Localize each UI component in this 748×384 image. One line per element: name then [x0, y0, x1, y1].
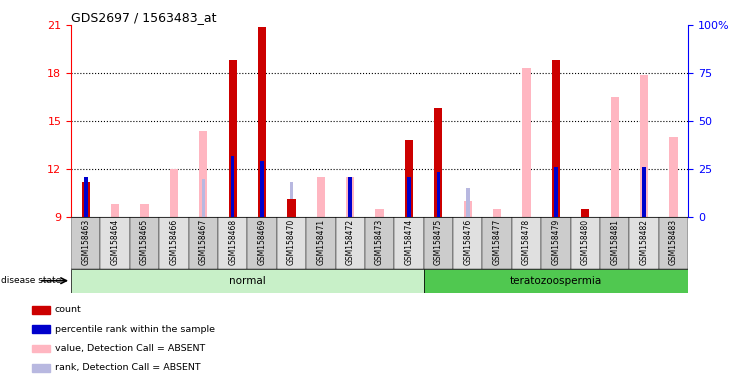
Bar [306, 217, 336, 269]
Bar [437, 198, 440, 217]
Text: GSM158475: GSM158475 [434, 218, 443, 265]
Text: GSM158472: GSM158472 [346, 218, 355, 265]
Bar [287, 201, 295, 217]
Bar [554, 167, 558, 217]
Bar [552, 60, 560, 217]
Bar [231, 156, 234, 217]
Bar [643, 175, 646, 217]
Bar [346, 177, 355, 217]
Bar [453, 217, 482, 269]
Bar [229, 60, 237, 217]
Bar [111, 204, 119, 217]
Bar [100, 217, 130, 269]
Bar [482, 217, 512, 269]
Bar [437, 172, 440, 217]
Bar [32, 364, 50, 372]
Bar [571, 217, 600, 269]
Bar [600, 217, 629, 269]
Bar [32, 344, 50, 353]
Bar [522, 68, 530, 217]
Bar [669, 137, 678, 217]
Text: GSM158483: GSM158483 [669, 218, 678, 265]
Bar [201, 179, 205, 217]
Text: rank, Detection Call = ABSENT: rank, Detection Call = ABSENT [55, 364, 200, 372]
Bar [316, 177, 325, 217]
Text: value, Detection Call = ABSENT: value, Detection Call = ABSENT [55, 344, 205, 353]
Text: GSM158474: GSM158474 [405, 218, 414, 265]
Bar [218, 217, 248, 269]
Text: percentile rank within the sample: percentile rank within the sample [55, 324, 215, 334]
Bar [336, 217, 365, 269]
Bar [405, 140, 413, 217]
Bar [407, 177, 411, 217]
Text: GSM158468: GSM158468 [228, 218, 237, 265]
Bar [542, 217, 571, 269]
Bar [423, 269, 688, 293]
Bar [581, 209, 589, 217]
Bar [248, 217, 277, 269]
Bar [375, 209, 384, 217]
Bar [71, 217, 100, 269]
Bar [84, 177, 88, 217]
Bar [640, 74, 649, 217]
Bar [643, 167, 646, 217]
Bar [659, 217, 688, 269]
Text: disease state: disease state [1, 276, 61, 285]
Text: normal: normal [229, 276, 266, 286]
Bar [365, 217, 394, 269]
Text: GDS2697 / 1563483_at: GDS2697 / 1563483_at [71, 11, 217, 24]
Text: GSM158465: GSM158465 [140, 218, 149, 265]
Bar [435, 108, 443, 217]
Bar [188, 217, 218, 269]
Bar [258, 26, 266, 217]
Text: GSM158470: GSM158470 [287, 218, 296, 265]
Text: GSM158482: GSM158482 [640, 218, 649, 265]
Bar [493, 209, 501, 217]
Bar [260, 161, 264, 217]
Bar [464, 201, 472, 217]
Bar [289, 182, 293, 217]
Text: GSM158476: GSM158476 [463, 218, 472, 265]
Bar [287, 199, 295, 217]
Text: GSM158467: GSM158467 [199, 218, 208, 265]
Text: GSM158466: GSM158466 [169, 218, 179, 265]
Bar [349, 177, 352, 217]
Bar [466, 188, 470, 217]
Bar [32, 325, 50, 333]
Text: GSM158481: GSM158481 [610, 218, 619, 265]
Bar [82, 182, 90, 217]
Text: GSM158477: GSM158477 [493, 218, 502, 265]
Text: GSM158473: GSM158473 [375, 218, 384, 265]
Bar [170, 169, 178, 217]
Text: GSM158464: GSM158464 [111, 218, 120, 265]
Text: GSM158471: GSM158471 [316, 218, 325, 265]
Text: GSM158463: GSM158463 [82, 218, 91, 265]
Bar [610, 97, 619, 217]
Bar [141, 204, 149, 217]
Bar [159, 217, 188, 269]
Bar [199, 131, 207, 217]
Text: GSM158469: GSM158469 [257, 218, 266, 265]
Bar [32, 306, 50, 314]
Text: count: count [55, 305, 82, 314]
Bar [130, 217, 159, 269]
Text: GSM158480: GSM158480 [580, 218, 590, 265]
Bar [629, 217, 659, 269]
Bar [423, 217, 453, 269]
Text: GSM158479: GSM158479 [551, 218, 560, 265]
Bar [71, 269, 423, 293]
Text: GSM158478: GSM158478 [522, 218, 531, 265]
Bar [277, 217, 306, 269]
Bar [394, 217, 423, 269]
Bar [512, 217, 542, 269]
Text: teratozoospermia: teratozoospermia [510, 276, 602, 286]
